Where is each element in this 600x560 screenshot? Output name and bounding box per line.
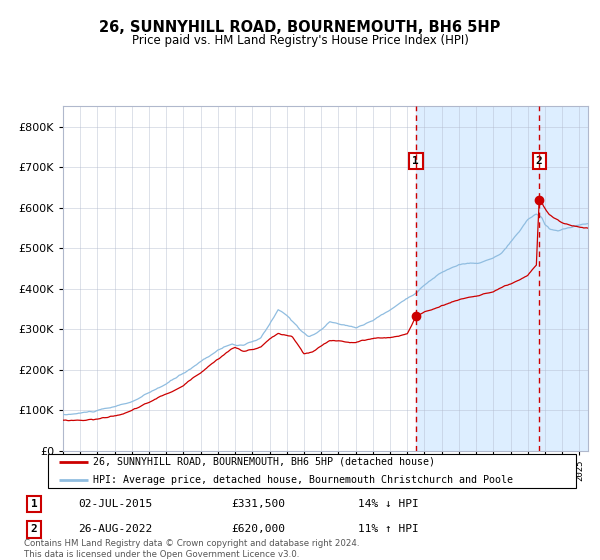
Text: 1: 1 xyxy=(412,156,419,166)
Text: HPI: Average price, detached house, Bournemouth Christchurch and Poole: HPI: Average price, detached house, Bour… xyxy=(93,475,513,486)
Text: 2: 2 xyxy=(536,156,542,166)
Text: £620,000: £620,000 xyxy=(231,524,285,534)
FancyBboxPatch shape xyxy=(48,454,576,488)
Text: 14% ↓ HPI: 14% ↓ HPI xyxy=(358,499,418,509)
Text: 1: 1 xyxy=(31,499,37,509)
Text: 02-JUL-2015: 02-JUL-2015 xyxy=(78,499,152,509)
Bar xyxy=(416,106,600,451)
Text: Contains HM Land Registry data © Crown copyright and database right 2024.
This d: Contains HM Land Registry data © Crown c… xyxy=(24,539,359,559)
Text: 26-AUG-2022: 26-AUG-2022 xyxy=(78,524,152,534)
Text: 2: 2 xyxy=(31,524,37,534)
Text: 26, SUNNYHILL ROAD, BOURNEMOUTH, BH6 5HP: 26, SUNNYHILL ROAD, BOURNEMOUTH, BH6 5HP xyxy=(100,20,500,35)
Text: 26, SUNNYHILL ROAD, BOURNEMOUTH, BH6 5HP (detached house): 26, SUNNYHILL ROAD, BOURNEMOUTH, BH6 5HP… xyxy=(93,456,435,466)
Text: 11% ↑ HPI: 11% ↑ HPI xyxy=(358,524,418,534)
Text: £331,500: £331,500 xyxy=(231,499,285,509)
Text: Price paid vs. HM Land Registry's House Price Index (HPI): Price paid vs. HM Land Registry's House … xyxy=(131,34,469,46)
